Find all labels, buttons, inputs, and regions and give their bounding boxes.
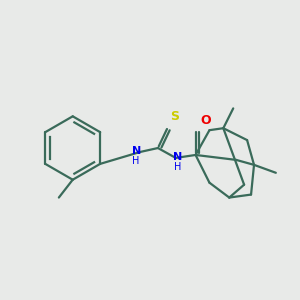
Text: H: H bbox=[174, 162, 182, 172]
Text: N: N bbox=[173, 152, 182, 162]
Text: S: S bbox=[170, 110, 179, 123]
Text: N: N bbox=[131, 146, 141, 156]
Text: O: O bbox=[200, 114, 211, 127]
Text: H: H bbox=[132, 156, 140, 166]
